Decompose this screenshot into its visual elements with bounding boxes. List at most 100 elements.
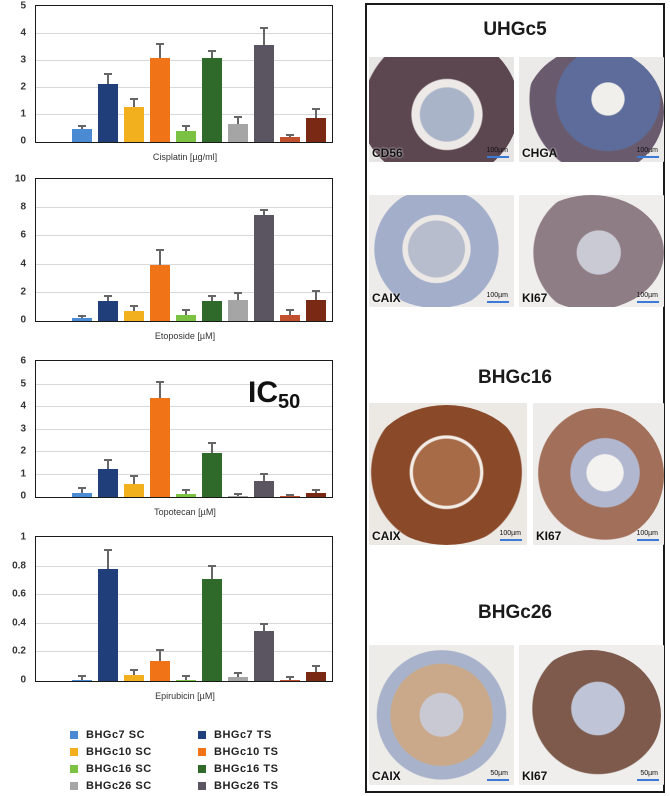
gridline [36, 451, 332, 452]
bar [306, 117, 326, 142]
y-tick-label: 0.4 [12, 617, 26, 629]
legend-swatch [70, 747, 78, 756]
gridline [36, 207, 332, 209]
y-tick-label: 1 [20, 531, 26, 543]
y-tick-label: 0 [20, 674, 26, 686]
error-cap [208, 295, 216, 298]
gridline [36, 291, 332, 293]
error-bar [289, 135, 291, 138]
error-cap [234, 492, 242, 495]
error-cap [182, 309, 190, 312]
bar [202, 58, 222, 142]
error-bar [107, 74, 109, 84]
error-cap [286, 309, 294, 312]
y-tick-label: 10 [14, 173, 26, 185]
scale-text: 100µm [636, 292, 658, 299]
scale-bar [637, 779, 659, 781]
error-cap [182, 125, 190, 128]
y-tick-label: 3 [20, 54, 26, 66]
plot-area [35, 536, 333, 682]
error-cap [130, 98, 138, 101]
bar [280, 137, 300, 142]
error-cap [312, 290, 320, 293]
scale-text: 50µm [490, 770, 508, 777]
error-cap [312, 664, 320, 667]
error-cap [78, 487, 86, 490]
spheroid-image [369, 195, 509, 307]
bar [124, 106, 144, 142]
error-cap [182, 674, 190, 677]
y-tick-label: 3 [20, 423, 26, 434]
legend-label: BHGc7 TS [214, 728, 272, 741]
scale-bar [487, 156, 509, 158]
legend-item: BHGc16 SC [70, 761, 198, 776]
bar [202, 579, 222, 681]
scale-text: 100µm [636, 530, 658, 537]
y-tick-label: 0.2 [12, 645, 26, 657]
gridline [36, 33, 332, 34]
error-bar [133, 476, 135, 484]
error-bar [263, 211, 265, 216]
legend-label: BHGc16 SC [86, 762, 152, 775]
bar [306, 492, 326, 497]
gridline [36, 565, 332, 567]
chart-legend: BHGc7 SC BHGc7 TS BHGc10 SC BHGc10 TS BH… [70, 727, 330, 793]
error-cap [260, 209, 268, 212]
bar [72, 679, 92, 681]
stain-label: CAIX [372, 769, 401, 783]
scale-bar [500, 539, 522, 541]
error-bar [237, 293, 239, 300]
spheroid-image [519, 195, 664, 307]
error-bar [133, 671, 135, 676]
error-bar [159, 383, 161, 398]
y-tick-label: 5 [20, 0, 26, 12]
y-tick-label: 5 [20, 378, 26, 389]
y-tick-label: 2 [20, 286, 26, 298]
error-cap [130, 474, 138, 477]
legend-swatch [198, 781, 206, 790]
error-bar [133, 100, 135, 107]
bar [150, 264, 170, 321]
error-bar [185, 127, 187, 132]
plot-area [35, 178, 333, 322]
y-tick-label: 4 [20, 258, 26, 270]
scale-text: 100µm [636, 147, 658, 154]
error-cap [104, 459, 112, 461]
stain-label: CHGA [522, 146, 558, 160]
error-cap [78, 314, 86, 317]
error-cap [286, 676, 294, 679]
legend-label: BHGc7 SC [86, 728, 146, 741]
bar [176, 679, 196, 681]
legend-label: BHGc26 TS [214, 779, 279, 792]
x-axis-label: Etoposide [µM] [154, 331, 216, 341]
y-tick-label: 0 [20, 135, 26, 147]
bar [202, 453, 222, 497]
error-bar [315, 491, 317, 493]
legend-label: BHGc10 SC [86, 745, 152, 758]
gridline [36, 383, 332, 385]
error-cap [130, 304, 138, 307]
scale-text: 100µm [486, 292, 508, 299]
error-cap [156, 42, 164, 45]
error-cap [234, 671, 242, 674]
bar [280, 314, 300, 321]
x-axis-label: Cisplatin [µg/ml] [152, 152, 218, 162]
plot-area [35, 360, 333, 498]
bar [228, 124, 248, 142]
bar [124, 311, 144, 321]
legend-swatch [198, 764, 206, 773]
legend-item: BHGc7 TS [198, 727, 326, 742]
error-cap [104, 72, 112, 75]
bar [254, 630, 274, 681]
error-bar [81, 676, 83, 680]
bar [150, 398, 170, 497]
error-bar [159, 44, 161, 59]
micrograph-uhgc5-ki67: KI67 100µm [519, 195, 664, 307]
legend-swatch [70, 730, 78, 739]
y-tick-label: 0 [20, 314, 26, 326]
error-cap [208, 49, 216, 52]
error-cap [260, 473, 268, 476]
y-tick-label: 2 [20, 445, 26, 457]
error-bar [263, 28, 265, 45]
x-axis-label: Epirubicin [µM] [155, 691, 215, 701]
